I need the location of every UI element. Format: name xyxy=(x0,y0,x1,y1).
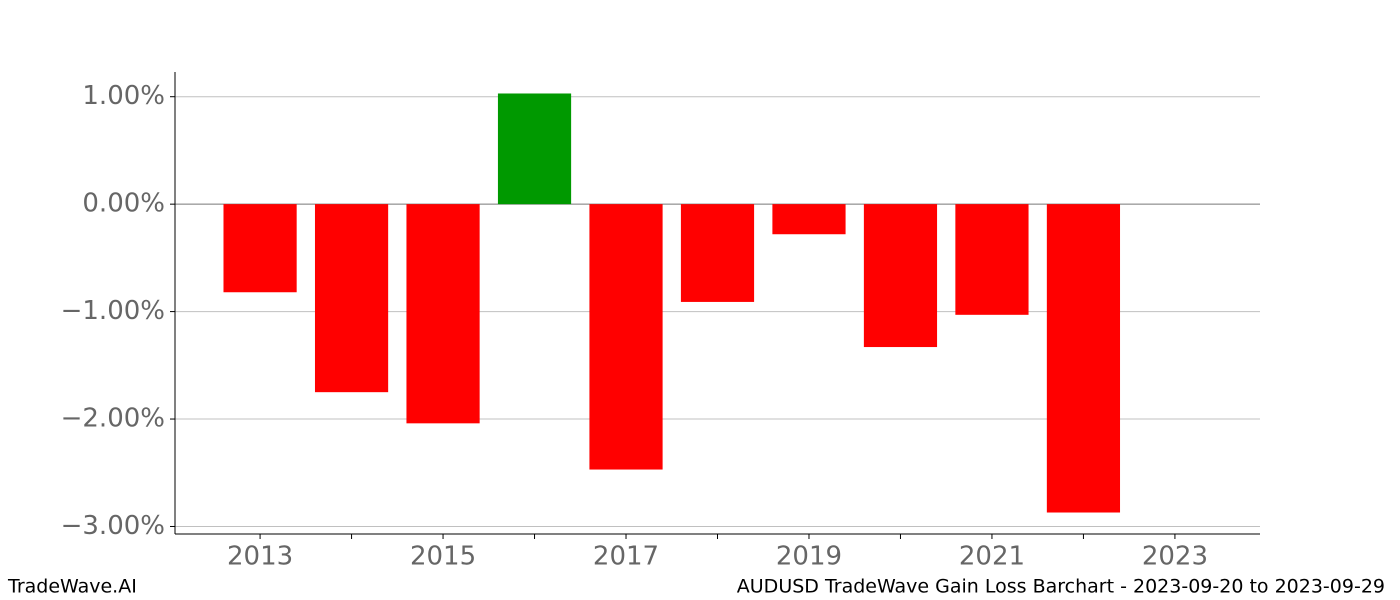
y-tick-label: −2.00% xyxy=(61,404,165,434)
bar xyxy=(680,204,755,302)
bar xyxy=(1046,204,1121,513)
y-tick-label: −3.00% xyxy=(61,511,165,541)
y-tick-label: 0.00% xyxy=(82,189,165,219)
x-tick-label: 2023 xyxy=(1142,542,1208,572)
bar xyxy=(223,204,297,293)
x-tick-label: 2019 xyxy=(776,542,842,572)
x-tick-label: 2015 xyxy=(410,542,476,572)
bar xyxy=(314,204,389,393)
bar xyxy=(406,204,480,424)
bar xyxy=(497,93,572,205)
y-tick-label: −1.00% xyxy=(61,296,165,326)
bar xyxy=(863,204,938,348)
x-tick-label: 2021 xyxy=(959,542,1025,572)
x-tick-label: 2017 xyxy=(593,542,659,572)
bar xyxy=(955,204,1029,315)
y-tick-label: 1.00% xyxy=(82,81,165,111)
bar xyxy=(772,204,846,235)
chart-title: AUDUSD TradeWave Gain Loss Barchart - 20… xyxy=(737,576,1385,598)
source: TradeWave.AI xyxy=(7,576,137,598)
bar xyxy=(589,204,663,470)
x-tick-label: 2013 xyxy=(227,542,293,572)
